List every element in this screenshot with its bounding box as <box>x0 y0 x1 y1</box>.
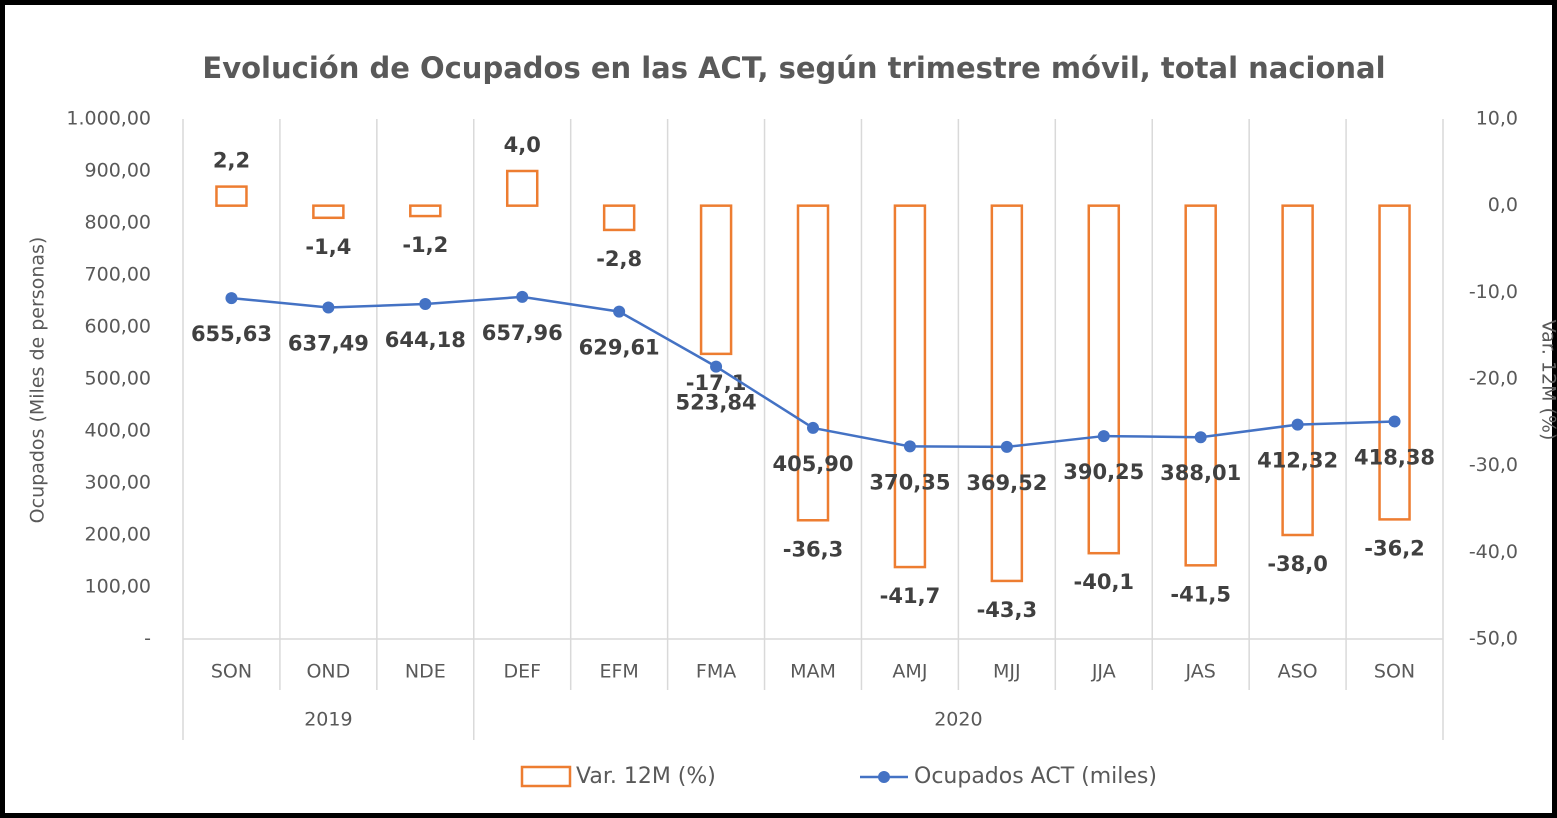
data-label: -41,7 <box>880 584 941 608</box>
y-tick-label: 200,00 <box>85 524 151 546</box>
y-tick-label: 900,00 <box>85 160 151 182</box>
data-label: -41,5 <box>1170 582 1231 606</box>
marker <box>322 301 335 314</box>
marker <box>1097 430 1110 443</box>
marker <box>903 440 916 453</box>
y2-tick-label: 10,0 <box>1476 108 1518 130</box>
data-label: 2,2 <box>213 149 250 173</box>
data-label: -2,8 <box>596 247 642 271</box>
x-tick-label: SON <box>1374 661 1415 683</box>
x-tick-label: JAS <box>1185 661 1216 683</box>
group-label: 2020 <box>934 709 982 731</box>
data-label: 637,49 <box>288 332 369 356</box>
x-tick-label: NDE <box>405 661 446 683</box>
marker <box>1000 440 1013 453</box>
bar <box>215 185 248 207</box>
data-label: 655,63 <box>191 322 272 346</box>
data-label: 370,35 <box>869 470 950 494</box>
y-axis-label: Ocupados (Miles de personas) <box>27 237 49 524</box>
marker <box>807 421 819 434</box>
y2-tick-label: -20,0 <box>1469 368 1518 390</box>
legend-swatch <box>520 765 572 788</box>
marker <box>710 360 723 373</box>
y-tick-label: 300,00 <box>85 472 151 494</box>
data-label: 657,96 <box>482 321 563 345</box>
y-tick-label: 100,00 <box>85 576 151 598</box>
data-label: 390,25 <box>1063 460 1144 484</box>
x-tick-label: EFM <box>599 661 638 683</box>
marker <box>516 290 529 303</box>
group-label: 2019 <box>304 709 352 731</box>
marker <box>419 298 432 311</box>
legend-marker <box>878 771 890 783</box>
bar <box>409 204 442 218</box>
x-tick-label: JJA <box>1091 661 1116 683</box>
x-tick-label: OND <box>306 661 350 683</box>
y2-tick-label: -40,0 <box>1469 541 1518 563</box>
x-tick-label: MAM <box>790 661 836 683</box>
bar <box>1281 204 1314 537</box>
marker <box>1194 431 1207 444</box>
x-tick-label: DEF <box>503 661 541 683</box>
data-label: 418,38 <box>1354 445 1435 469</box>
bar <box>796 204 830 522</box>
y-tick-label: 800,00 <box>85 212 151 234</box>
data-label: 405,90 <box>772 452 853 476</box>
legend-label: Ocupados ACT (miles) <box>914 764 1157 789</box>
bar <box>505 169 539 207</box>
data-label: -36,2 <box>1364 536 1425 560</box>
bar <box>1087 204 1121 555</box>
x-tick-label: AMJ <box>892 661 927 683</box>
y-tick-label: 500,00 <box>85 368 151 390</box>
bar <box>312 204 345 220</box>
marker <box>1388 415 1401 428</box>
data-label: 523,84 <box>676 391 757 415</box>
data-label: -1,2 <box>402 233 448 257</box>
bar <box>602 204 636 232</box>
data-label: -17,1 <box>686 371 747 395</box>
data-label: 369,52 <box>966 471 1047 495</box>
data-label: 412,32 <box>1257 449 1338 473</box>
data-label: -38,0 <box>1267 552 1328 576</box>
data-label: -36,3 <box>783 537 844 561</box>
legend-label: Var. 12M (%) <box>576 764 716 789</box>
x-tick-label: FMA <box>696 661 736 683</box>
y2-axis-label: Var. 12M (%) <box>1538 320 1557 441</box>
marker <box>613 305 626 318</box>
data-label: 388,01 <box>1160 461 1241 485</box>
y-tick-label: 700,00 <box>85 264 151 286</box>
y2-tick-label: -50,0 <box>1469 628 1518 650</box>
data-label: 4,0 <box>504 133 541 157</box>
data-label: 644,18 <box>385 328 466 352</box>
x-tick-label: SON <box>211 661 252 683</box>
x-tick-label: MJJ <box>993 661 1021 683</box>
y2-tick-label: -10,0 <box>1469 281 1518 303</box>
bar <box>699 204 733 356</box>
y-tick-label: - <box>144 628 151 650</box>
data-label: 629,61 <box>579 336 660 360</box>
y2-tick-label: -30,0 <box>1469 454 1518 476</box>
y2-tick-label: 0,0 <box>1488 194 1518 216</box>
x-tick-label: ASO <box>1278 661 1318 683</box>
data-label: -1,4 <box>305 235 351 259</box>
marker <box>225 292 238 305</box>
y-tick-label: 1.000,00 <box>66 108 151 130</box>
bar <box>1184 204 1217 567</box>
bar <box>1378 204 1411 521</box>
data-label: -43,3 <box>977 598 1038 622</box>
data-label: -40,1 <box>1074 570 1135 594</box>
bar <box>990 204 1024 583</box>
y-tick-label: 600,00 <box>85 316 151 338</box>
marker <box>1291 418 1304 431</box>
y-tick-label: 400,00 <box>85 420 151 442</box>
chart-title: Evolución de Ocupados en las ACT, según … <box>202 51 1385 85</box>
bar <box>893 204 927 569</box>
